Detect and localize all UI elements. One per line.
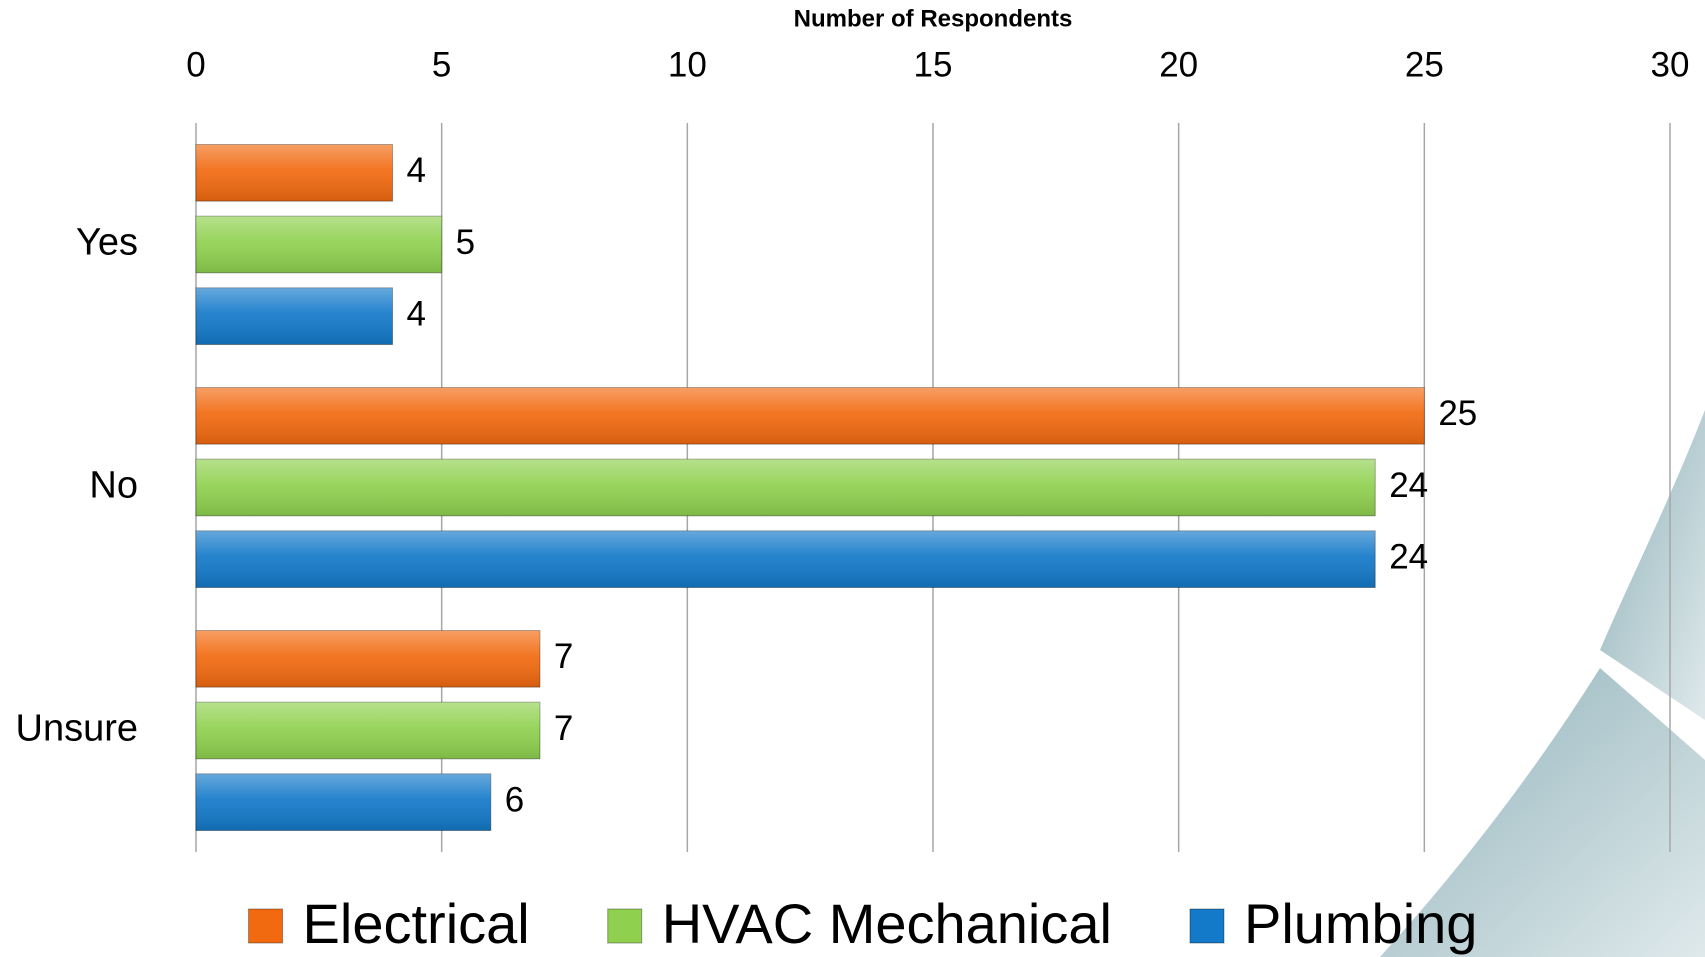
data-label: 25 bbox=[1438, 394, 1477, 433]
bar bbox=[195, 386, 1425, 445]
data-label: 24 bbox=[1389, 537, 1428, 576]
x-tick-label: 5 bbox=[432, 45, 451, 84]
y-tick-label: No bbox=[89, 465, 138, 507]
data-label: 5 bbox=[456, 223, 475, 262]
y-tick-label: Yes bbox=[76, 222, 138, 264]
data-label: 4 bbox=[407, 294, 426, 333]
bar bbox=[195, 629, 541, 688]
data-label: 7 bbox=[554, 709, 573, 748]
data-label: 6 bbox=[505, 780, 524, 819]
data-label: 7 bbox=[554, 637, 573, 676]
bar bbox=[195, 215, 443, 274]
bar bbox=[195, 773, 492, 832]
legend-label: Electrical bbox=[303, 892, 530, 955]
bar bbox=[195, 287, 394, 346]
bar bbox=[195, 701, 541, 760]
legend-label: Plumbing bbox=[1244, 892, 1477, 955]
background-decoration bbox=[1380, 668, 1705, 957]
legend-swatch bbox=[248, 908, 284, 944]
legend-label: HVAC Mechanical bbox=[662, 892, 1112, 955]
data-label: 24 bbox=[1389, 466, 1428, 505]
x-tick-label: 30 bbox=[1651, 45, 1690, 84]
legend: Electrical HVAC Mechanical Plumbing bbox=[248, 892, 1477, 955]
x-tick-label: 20 bbox=[1159, 45, 1198, 84]
x-tick-label: 10 bbox=[668, 45, 707, 84]
bar bbox=[195, 530, 1376, 589]
data-label: 4 bbox=[407, 151, 426, 190]
x-tick-label: 25 bbox=[1405, 45, 1444, 84]
y-tick-label: Unsure bbox=[16, 708, 139, 750]
axis-title: Number of Respondents bbox=[794, 5, 1073, 32]
bar bbox=[195, 458, 1376, 517]
legend-swatch bbox=[607, 908, 643, 944]
background-decoration bbox=[1600, 410, 1705, 720]
x-tick-label: 0 bbox=[186, 45, 205, 84]
bar bbox=[195, 143, 394, 202]
legend-swatch bbox=[1189, 908, 1225, 944]
x-tick-label: 15 bbox=[914, 45, 953, 84]
